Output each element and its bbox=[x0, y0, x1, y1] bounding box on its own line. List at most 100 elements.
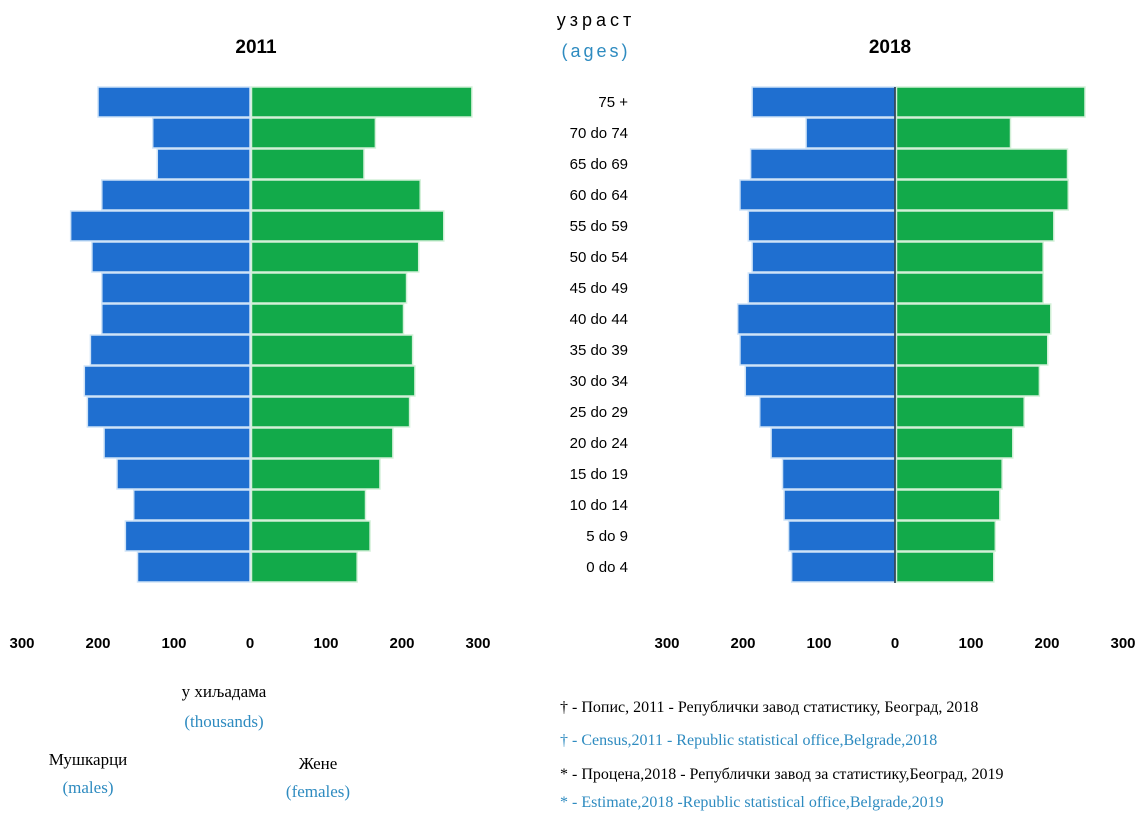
left-x-tick-label: 0 bbox=[246, 635, 254, 652]
right-male-bar bbox=[781, 458, 896, 490]
right-chart-title: 2018 bbox=[869, 37, 911, 58]
left-male-bar bbox=[101, 272, 251, 304]
left-male-bar bbox=[136, 551, 251, 583]
right-male-bar bbox=[739, 334, 896, 366]
age-group-label: 20 do 24 bbox=[570, 435, 628, 452]
age-group-label: 5 do 9 bbox=[586, 528, 628, 545]
right-female-bar bbox=[895, 241, 1044, 273]
right-male-bar bbox=[751, 241, 896, 273]
age-group-label: 30 do 34 bbox=[570, 373, 628, 390]
right-male-bar bbox=[805, 117, 896, 149]
left-female-bar bbox=[250, 365, 416, 397]
left-male-bar bbox=[116, 458, 251, 490]
left-male-bar bbox=[151, 117, 251, 149]
right-male-bar bbox=[751, 86, 896, 118]
right-x-tick-label: 100 bbox=[806, 635, 831, 652]
footnote-estimate-english: * - Estimate,2018 -Republic statistical … bbox=[560, 794, 944, 811]
left-x-tick-label: 100 bbox=[313, 635, 338, 652]
left-x-tick-label: 100 bbox=[161, 635, 186, 652]
footnote-estimate-local: * - Процена,2018 - Републички завод за с… bbox=[560, 766, 1004, 783]
right-x-tick-label: 200 bbox=[730, 635, 755, 652]
age-group-label: 70 do 74 bbox=[570, 125, 628, 142]
right-male-bar bbox=[790, 551, 896, 583]
right-female-bar bbox=[895, 396, 1025, 428]
units-label-local: у хиљадама bbox=[182, 682, 267, 701]
left-female-bar bbox=[250, 210, 445, 242]
left-male-bar bbox=[69, 210, 251, 242]
age-axis: узраст (ages) 75 + 70 do 74 65 do 69 60 do … bbox=[557, 10, 636, 576]
left-female-bar bbox=[250, 117, 377, 149]
left-female-bar bbox=[250, 241, 420, 273]
left-male-bar bbox=[156, 148, 251, 180]
right-female-bar bbox=[895, 272, 1044, 304]
left-male-bar bbox=[86, 396, 251, 428]
right-male-bar bbox=[747, 210, 896, 242]
right-x-tick-label: 300 bbox=[1110, 635, 1135, 652]
left-male-bar bbox=[89, 334, 251, 366]
right-x-tick-label: 200 bbox=[1034, 635, 1059, 652]
right-female-bar bbox=[895, 303, 1052, 335]
footnote-census-english: † - Census,2011 - Republic statistical o… bbox=[560, 732, 937, 749]
left-x-tick-label: 200 bbox=[389, 635, 414, 652]
left-female-bar bbox=[250, 458, 381, 490]
age-group-label: 60 do 64 bbox=[570, 187, 628, 204]
age-group-label: 35 do 39 bbox=[570, 342, 628, 359]
age-group-label: 10 do 14 bbox=[570, 497, 628, 514]
left-female-bar bbox=[250, 427, 394, 459]
right-male-bar bbox=[736, 303, 896, 335]
left-male-bar bbox=[83, 365, 251, 397]
females-label-english: (females) bbox=[286, 782, 350, 801]
left-male-bar bbox=[101, 303, 251, 335]
right-male-bar bbox=[747, 272, 896, 304]
footnote-census-local: † - Попис, 2011 - Републички завод стати… bbox=[560, 699, 978, 716]
right-female-bar bbox=[895, 489, 1001, 521]
left-female-bar bbox=[250, 86, 473, 118]
age-group-label: 50 do 54 bbox=[570, 249, 628, 266]
right-female-bar bbox=[895, 365, 1041, 397]
left-male-bar bbox=[91, 241, 251, 273]
right-female-bar bbox=[895, 210, 1055, 242]
pyramid-2018: 2018 300 200 100 0 100 200 300 bbox=[654, 37, 1135, 652]
right-x-tick-label: 300 bbox=[654, 635, 679, 652]
left-chart-title: 2011 bbox=[235, 37, 277, 58]
right-female-bar bbox=[895, 179, 1070, 211]
left-male-bar bbox=[124, 520, 251, 552]
left-x-tick-label: 300 bbox=[465, 635, 490, 652]
right-female-bar bbox=[895, 520, 997, 552]
left-male-bar bbox=[101, 179, 251, 211]
left-x-tick-label: 300 bbox=[9, 635, 34, 652]
right-male-bar bbox=[758, 396, 896, 428]
left-male-bar bbox=[132, 489, 251, 521]
pyramid-2011: 2011 300 200 100 0 100 200 300 bbox=[9, 37, 490, 652]
left-female-bar bbox=[250, 396, 411, 428]
age-axis-title: узраст bbox=[557, 10, 636, 30]
age-group-label: 65 do 69 bbox=[570, 156, 628, 173]
footnotes: † - Попис, 2011 - Републички завод стати… bbox=[560, 699, 1004, 811]
sex-legend: Мушкарци (males) Жене (females) bbox=[49, 750, 350, 801]
age-group-label: 45 do 49 bbox=[570, 280, 628, 297]
males-label-english: (males) bbox=[63, 778, 114, 797]
left-male-bar bbox=[97, 86, 251, 118]
left-x-tick-label: 200 bbox=[85, 635, 110, 652]
right-female-bar bbox=[895, 551, 995, 583]
right-male-bar bbox=[787, 520, 896, 552]
left-female-bar bbox=[250, 303, 405, 335]
right-female-bar bbox=[895, 86, 1086, 118]
left-female-bar bbox=[250, 148, 365, 180]
left-female-bar bbox=[250, 551, 358, 583]
right-female-bar bbox=[895, 458, 1003, 490]
right-female-bar bbox=[895, 334, 1049, 366]
right-female-bar bbox=[895, 427, 1014, 459]
right-female-bar bbox=[895, 117, 1012, 149]
age-group-label: 15 do 19 bbox=[570, 466, 628, 483]
right-female-bar bbox=[895, 148, 1069, 180]
males-label: Мушкарци bbox=[49, 750, 128, 769]
age-group-label: 55 do 59 bbox=[570, 218, 628, 235]
age-group-label: 40 do 44 bbox=[570, 311, 628, 328]
left-male-bar bbox=[103, 427, 251, 459]
right-x-tick-label: 0 bbox=[891, 635, 899, 652]
age-group-label: 25 do 29 bbox=[570, 404, 628, 421]
units-label-english: (thousands) bbox=[184, 712, 263, 731]
right-male-bar bbox=[749, 148, 896, 180]
